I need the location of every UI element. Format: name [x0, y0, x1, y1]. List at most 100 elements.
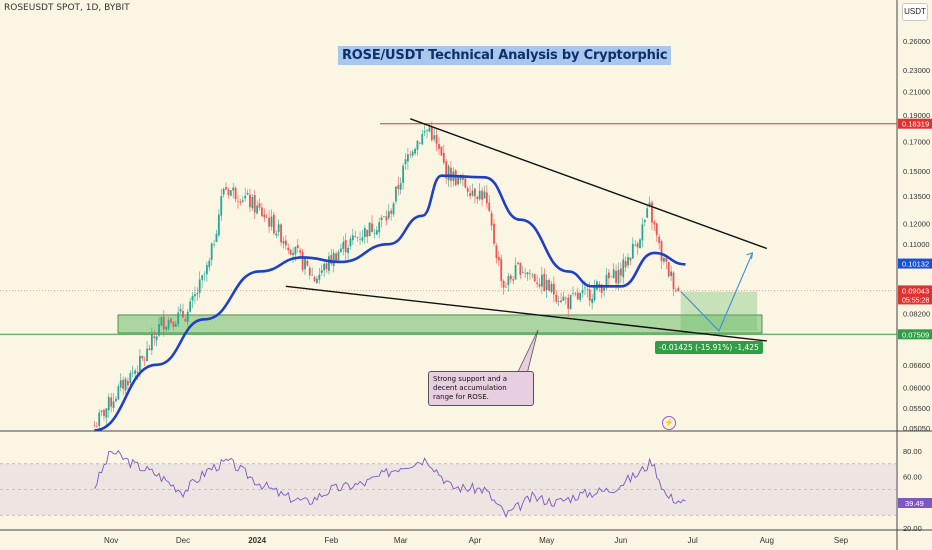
- candle-body: [98, 412, 101, 427]
- price-tag: [898, 285, 932, 305]
- candle-body: [385, 216, 388, 221]
- projection-arrowhead: [746, 252, 754, 259]
- candle-body: [124, 378, 127, 391]
- candle-body: [107, 397, 110, 411]
- candle-body: [497, 256, 500, 261]
- candle-body: [402, 165, 405, 183]
- time-tick-label: May: [539, 536, 554, 545]
- candle-body: [399, 183, 402, 190]
- candle-body: [426, 130, 428, 131]
- candle-body: [313, 276, 316, 282]
- time-tick-label: Jun: [614, 536, 627, 545]
- price-tag: [898, 258, 932, 269]
- candle-body: [182, 310, 184, 318]
- candle-body: [395, 186, 397, 202]
- candle-body: [531, 274, 534, 276]
- candle-body: [249, 194, 251, 208]
- time-tick-label: Dec: [176, 536, 190, 545]
- candle-body: [548, 279, 550, 291]
- candle-body: [383, 216, 385, 217]
- candle-body: [450, 167, 452, 181]
- candle-body: [665, 257, 668, 262]
- candle-body: [186, 311, 189, 322]
- rsi-tick-label: 20.00: [903, 524, 922, 533]
- candle-body: [237, 200, 239, 202]
- candle-body: [272, 214, 275, 234]
- plot-background: [0, 0, 897, 430]
- candle-body: [670, 271, 673, 276]
- candle-body: [641, 224, 644, 241]
- candle-body: [320, 270, 323, 273]
- candle-body: [208, 260, 211, 268]
- candle-body: [138, 356, 141, 371]
- candle-body: [651, 202, 653, 223]
- candle-body: [617, 269, 620, 284]
- lightning-icon[interactable]: ⚡: [662, 416, 676, 430]
- candle-body: [330, 254, 333, 265]
- time-tick-label: Sep: [834, 536, 849, 545]
- candle-body: [667, 261, 670, 277]
- chart-title: ROSE/USDT Technical Analysis by Cryptorp…: [338, 46, 672, 65]
- candle-body: [605, 274, 608, 288]
- candle-body: [512, 279, 515, 281]
- time-tick-label: 2024: [248, 536, 266, 545]
- candle-body: [648, 202, 651, 207]
- candle-body: [361, 237, 364, 241]
- candle-body: [316, 278, 318, 284]
- candle-body: [349, 238, 352, 247]
- price-tag-label: 0.07509: [902, 330, 929, 339]
- candle-body: [253, 195, 256, 213]
- candle-body: [488, 202, 491, 211]
- candle-body: [485, 192, 488, 204]
- candle-body: [629, 257, 632, 261]
- candle-body: [428, 127, 431, 132]
- candle-body: [162, 316, 165, 330]
- candle-body: [557, 301, 560, 302]
- currency-badge[interactable]: USDT: [902, 3, 928, 21]
- price-tick-label: 0.21000: [903, 87, 930, 96]
- candle-body: [517, 262, 519, 265]
- candle-body: [600, 284, 603, 293]
- candle-body: [411, 151, 414, 156]
- candle-body: [225, 187, 227, 190]
- candle-body: [354, 236, 357, 237]
- candle-body: [284, 240, 287, 246]
- candle-body: [100, 410, 103, 412]
- candle-body: [304, 258, 306, 270]
- candle-body: [636, 243, 639, 248]
- candle-body: [167, 320, 170, 329]
- candle-body: [574, 293, 577, 295]
- candle-body: [643, 219, 646, 223]
- candle-body: [435, 135, 438, 144]
- candle-body: [141, 355, 144, 359]
- candle-body: [569, 295, 572, 310]
- candle-body: [246, 192, 249, 195]
- candle-body: [397, 184, 400, 189]
- candle-body: [406, 154, 409, 162]
- price-tag: [898, 118, 932, 129]
- price-tick-label: 0.06600: [903, 361, 930, 370]
- candle-body: [476, 196, 479, 200]
- candle-body: [93, 425, 96, 427]
- candle-body: [502, 280, 505, 288]
- candle-body: [301, 251, 304, 270]
- candle-body: [342, 242, 345, 249]
- price-tick-label: 0.17000: [903, 137, 930, 146]
- candle-body: [158, 324, 160, 336]
- rsi-tick-label: 80.00: [903, 447, 922, 456]
- candle-body: [540, 274, 543, 287]
- candle-body: [210, 243, 213, 260]
- candle-body: [421, 134, 424, 145]
- time-tick-label: Nov: [104, 536, 118, 545]
- price-tick-label: 0.11000: [903, 240, 930, 249]
- candle-body: [196, 293, 199, 295]
- candle-body: [584, 287, 586, 289]
- candle-body: [490, 213, 493, 226]
- candle-body: [495, 245, 498, 259]
- candle-body: [323, 263, 326, 271]
- price-tag-label: 0.10132: [902, 260, 929, 269]
- candle-body: [454, 170, 457, 186]
- candle-body: [404, 159, 407, 165]
- candle-body: [179, 308, 182, 312]
